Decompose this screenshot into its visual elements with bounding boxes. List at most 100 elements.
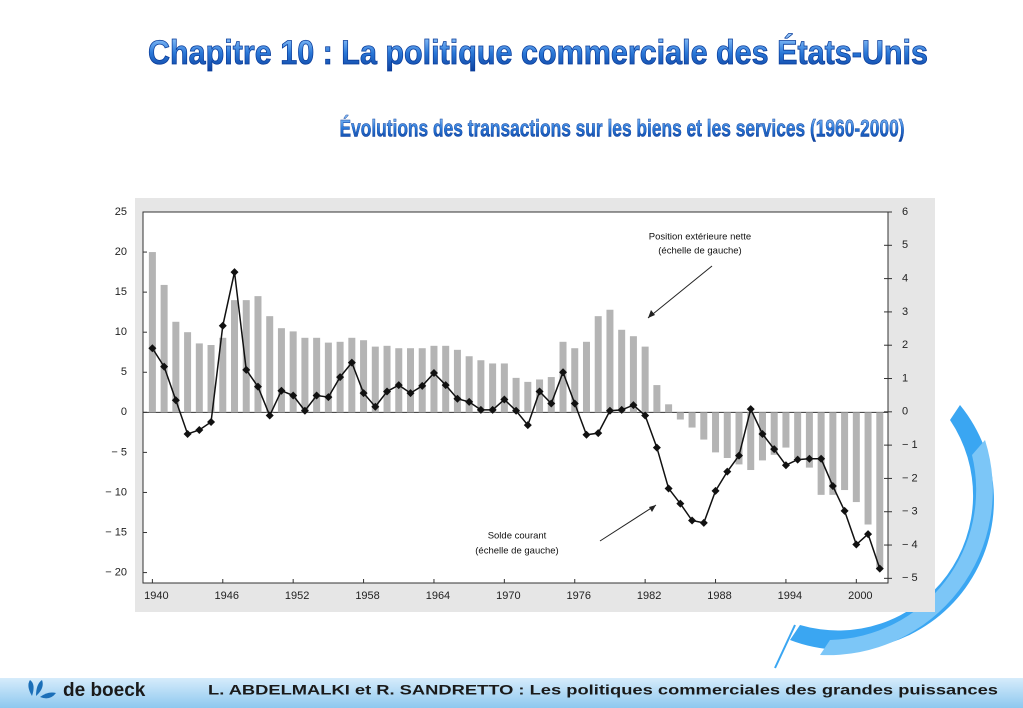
- marker: [840, 506, 849, 515]
- bar: [453, 349, 461, 413]
- annotation: (échelle de gauche): [658, 246, 741, 257]
- decor-arc: [820, 440, 993, 656]
- y-tick-label: 25: [115, 206, 127, 218]
- y2-tick-label: − 4: [902, 539, 918, 551]
- marker: [711, 486, 720, 495]
- bar: [536, 379, 544, 413]
- marker: [171, 396, 180, 405]
- marker: [230, 268, 239, 277]
- bar: [301, 337, 309, 413]
- bar: [712, 412, 720, 453]
- bar: [559, 341, 567, 413]
- marker: [242, 365, 251, 374]
- bar: [606, 309, 614, 413]
- annotation: (échelle de gauche): [475, 546, 558, 557]
- x-tick-label: 1982: [637, 590, 661, 602]
- bar: [653, 385, 661, 413]
- marker: [523, 421, 532, 430]
- y-tick-label: 10: [115, 326, 127, 338]
- annotation-arrow: [599, 504, 657, 542]
- marker: [781, 461, 790, 470]
- subtitle: Évolutions des transactions sur les bien…: [340, 114, 905, 142]
- bar: [629, 336, 637, 413]
- marker: [641, 411, 650, 420]
- x-tick-label: 1994: [778, 590, 802, 602]
- y-tick-label: 15: [115, 286, 127, 298]
- bar: [395, 348, 403, 413]
- bar: [348, 337, 356, 413]
- bar: [841, 412, 849, 491]
- x-tick-label: 1964: [426, 590, 450, 602]
- marker: [805, 454, 814, 463]
- marker: [148, 344, 157, 353]
- y2-tick-label: − 3: [902, 506, 918, 518]
- marker: [676, 499, 685, 508]
- y-tick-label: − 20: [105, 566, 127, 578]
- marker: [195, 425, 204, 434]
- marker: [664, 484, 673, 493]
- marker: [770, 445, 779, 454]
- marker: [758, 429, 767, 438]
- annotation: Solde courant: [488, 531, 547, 542]
- bar: [817, 412, 825, 495]
- x-tick-label: 1940: [144, 590, 168, 602]
- marker: [688, 516, 697, 525]
- marker: [289, 391, 298, 400]
- y-tick-label: 0: [121, 406, 127, 418]
- y2-tick-label: 2: [902, 339, 908, 351]
- y-tick-label: − 15: [105, 526, 127, 538]
- marker: [160, 362, 169, 371]
- bar: [876, 412, 884, 570]
- bar: [160, 284, 168, 413]
- bar: [195, 343, 203, 413]
- bar: [571, 348, 579, 413]
- bar: [383, 345, 391, 413]
- marker: [207, 417, 216, 426]
- marker: [359, 389, 368, 398]
- bar: [430, 345, 438, 413]
- marker: [594, 429, 603, 438]
- marker: [418, 381, 427, 390]
- y2-tick-label: 1: [902, 372, 908, 384]
- y-tick-label: − 5: [111, 446, 127, 458]
- marker: [453, 394, 462, 403]
- x-tick-label: 1988: [707, 590, 731, 602]
- y2-tick-label: − 1: [902, 439, 918, 451]
- marker: [512, 406, 521, 415]
- marker: [535, 387, 544, 396]
- marker: [852, 540, 861, 549]
- bar: [794, 412, 802, 458]
- marker: [547, 399, 556, 408]
- y2-tick-label: 6: [902, 206, 908, 218]
- x-tick-label: 2000: [848, 590, 872, 602]
- marker: [864, 530, 873, 539]
- bar: [477, 360, 485, 413]
- bar: [207, 345, 215, 413]
- bar: [770, 412, 778, 455]
- bar: [489, 363, 497, 413]
- marker: [277, 386, 286, 395]
- y-tick-label: − 10: [105, 486, 127, 498]
- marker: [793, 455, 802, 464]
- marker: [383, 387, 392, 396]
- x-tick-label: 1970: [496, 590, 520, 602]
- marker: [652, 443, 661, 452]
- marker: [429, 369, 438, 378]
- bar: [371, 346, 379, 413]
- marker: [218, 321, 227, 330]
- marker: [371, 402, 380, 411]
- y2-tick-label: − 2: [902, 472, 918, 484]
- bar: [524, 381, 532, 413]
- bar: [547, 377, 555, 413]
- marker: [265, 411, 274, 420]
- bar: [172, 321, 180, 413]
- arrow-head: [648, 310, 655, 318]
- x-tick-label: 1958: [355, 590, 379, 602]
- marker: [817, 454, 826, 463]
- bar: [442, 345, 450, 413]
- y2-tick-label: − 5: [902, 572, 918, 584]
- y-tick-label: 5: [121, 366, 127, 378]
- bar: [277, 328, 285, 413]
